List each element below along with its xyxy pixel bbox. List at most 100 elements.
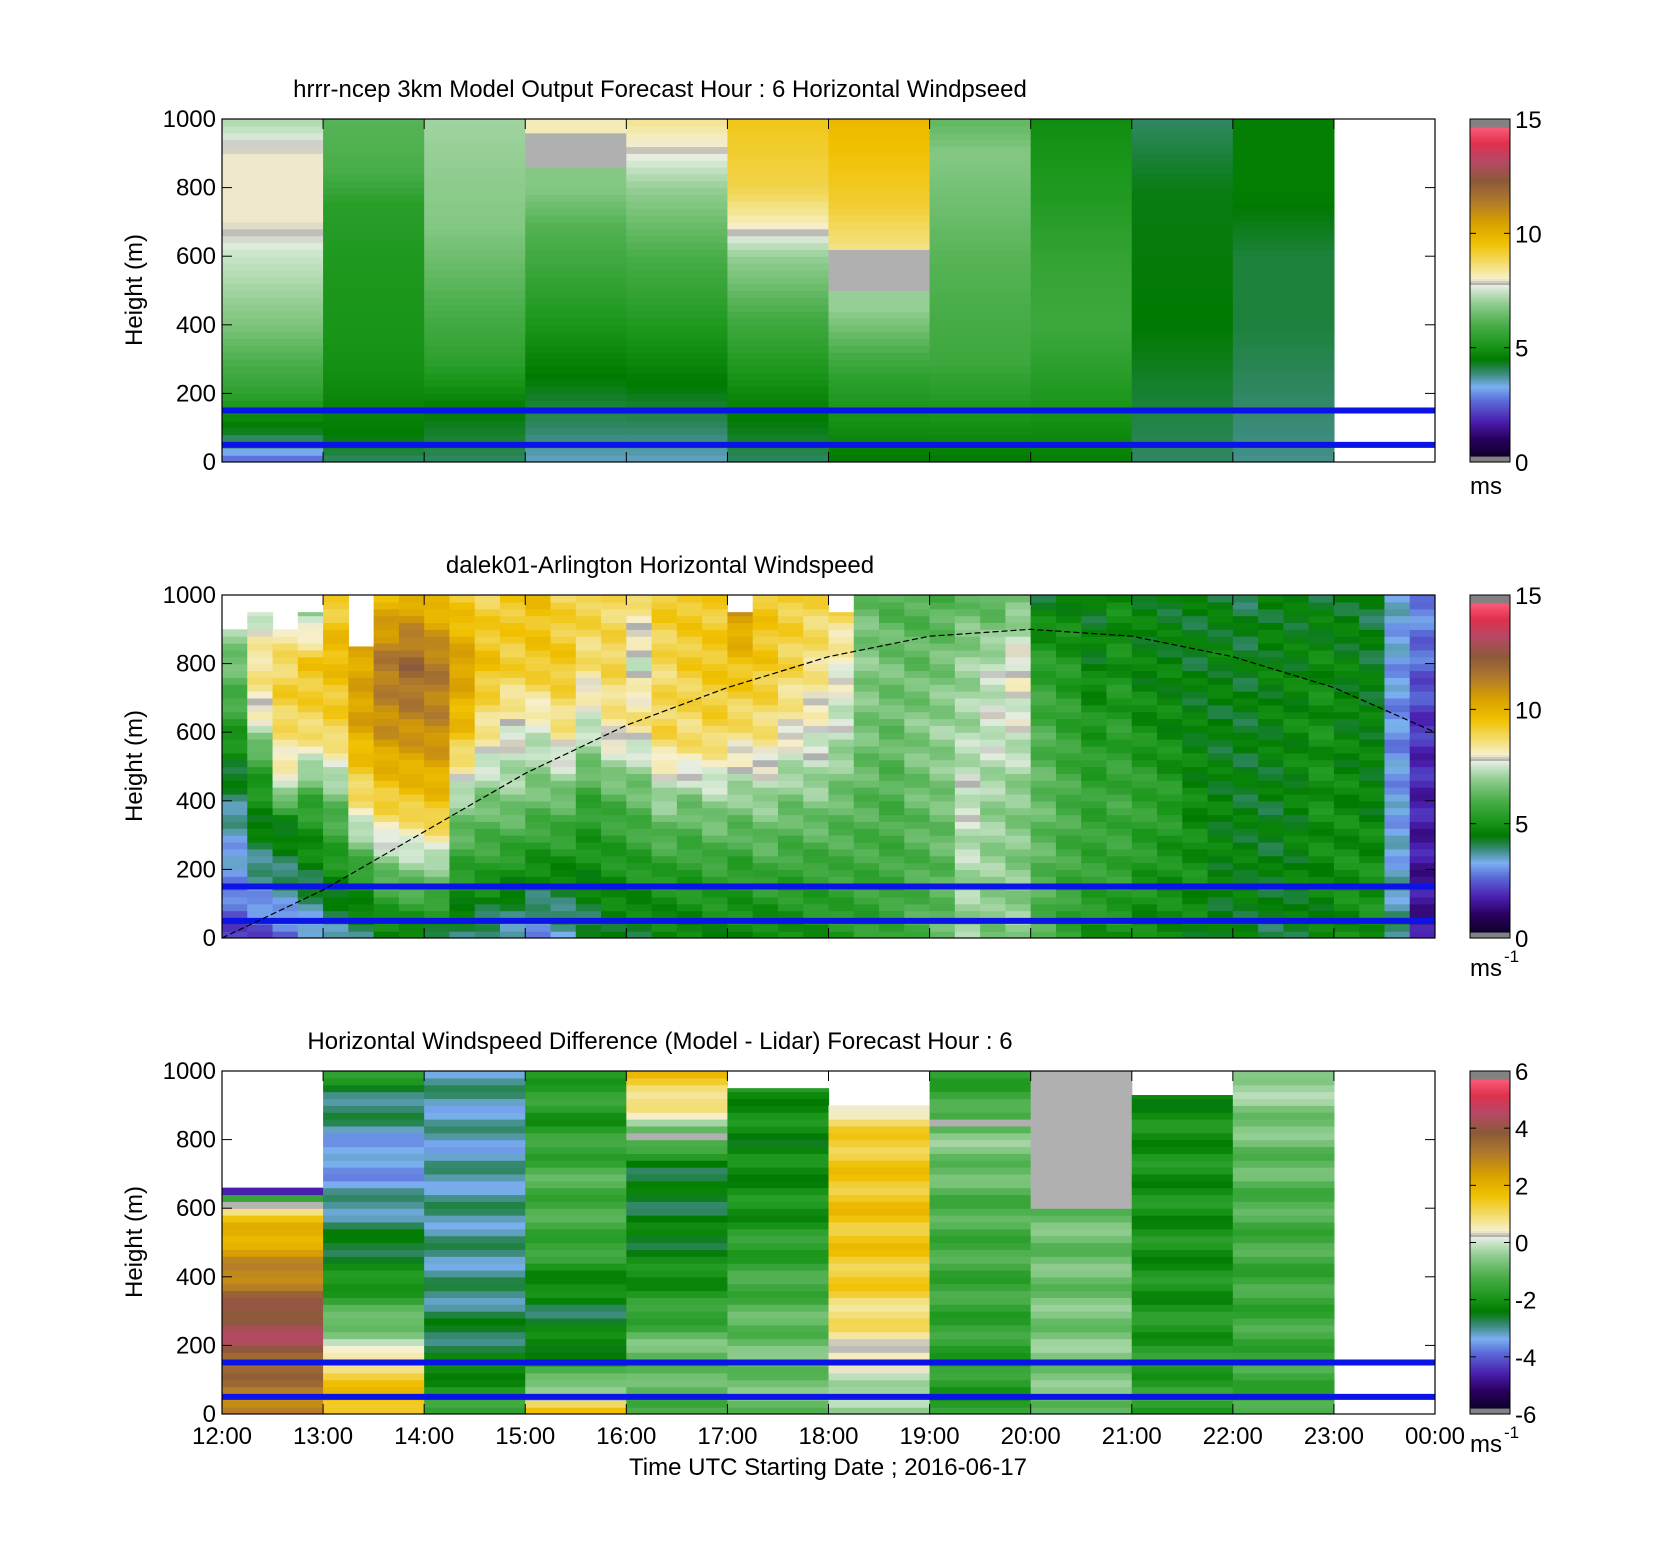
heatmap-cell — [676, 896, 703, 905]
heatmap-cell — [929, 263, 1032, 271]
heatmap-cell — [980, 725, 1006, 733]
colorbar-segment — [1470, 1317, 1510, 1320]
colorbar-segment — [1470, 417, 1510, 421]
heatmap-cell — [1081, 745, 1108, 754]
heatmap-cell — [1232, 379, 1335, 388]
heatmap-cell — [1106, 601, 1133, 610]
heatmap-cell — [879, 739, 905, 747]
colorbar-tick-label: 10 — [1515, 221, 1542, 248]
heatmap-cell — [1409, 766, 1435, 774]
heatmap-cell — [929, 656, 956, 665]
heatmap-cell — [373, 896, 400, 905]
heatmap-cell — [929, 1208, 1032, 1216]
heatmap-cell — [980, 615, 1006, 624]
heatmap-cell — [828, 732, 855, 740]
heatmap-cell — [550, 601, 577, 610]
heatmap-cell — [297, 663, 324, 672]
heatmap-cell — [904, 828, 931, 836]
heatmap-cell — [1384, 807, 1411, 816]
heatmap-cell — [879, 821, 905, 829]
heatmap-cell — [828, 766, 855, 774]
heatmap-cell — [373, 684, 400, 692]
heatmap-cell — [676, 924, 703, 932]
heatmap-cell — [1232, 249, 1335, 257]
heatmap-cell — [727, 732, 754, 740]
heatmap-cell — [1030, 622, 1057, 630]
heatmap-cell — [752, 773, 779, 781]
heatmap-cell — [449, 869, 476, 877]
heatmap-cell — [373, 629, 400, 637]
heatmap-cell — [1182, 622, 1209, 630]
heatmap-cell — [929, 1119, 1032, 1127]
colorbar-segment — [1470, 401, 1510, 405]
colorbar-segment — [1470, 818, 1510, 822]
heatmap-cell — [222, 249, 324, 257]
heatmap-cell — [1409, 807, 1435, 816]
heatmap-cell — [1005, 759, 1032, 768]
heatmap-cell — [575, 732, 602, 740]
heatmap-cell — [626, 1338, 729, 1346]
heatmap-cell — [348, 821, 375, 829]
heatmap-cell — [1384, 869, 1411, 877]
heatmap-cell — [879, 670, 905, 678]
heatmap-cell — [626, 649, 653, 658]
heatmap-cell — [1308, 684, 1335, 692]
heatmap-cell — [222, 752, 248, 761]
heatmap-cell — [853, 800, 880, 809]
heatmap-cell — [247, 759, 274, 768]
heatmap-cell — [1030, 1160, 1133, 1168]
heatmap-cell — [1157, 910, 1183, 919]
heatmap-cell — [1232, 828, 1259, 836]
heatmap-cell — [525, 215, 627, 223]
heatmap-cell — [424, 889, 451, 898]
heatmap-cell — [626, 903, 653, 912]
colorbar-frame — [1469, 118, 1511, 463]
heatmap-cell — [676, 622, 703, 630]
heatmap-cell — [525, 643, 552, 651]
heatmap-cell — [828, 1201, 931, 1209]
heatmap-cell — [499, 718, 526, 726]
heatmap-cell — [1207, 793, 1234, 802]
heatmap-cell — [424, 297, 526, 305]
heatmap-cell — [1207, 835, 1234, 843]
heatmap-cell — [1258, 649, 1284, 658]
heatmap-cell — [499, 793, 526, 802]
heatmap-cell — [550, 931, 577, 938]
heatmap-cell — [980, 889, 1006, 898]
heatmap-cell — [1030, 752, 1057, 761]
heatmap-cell — [247, 800, 274, 809]
heatmap-cell — [828, 677, 855, 685]
colorbar-segment — [1470, 183, 1510, 187]
heatmap-cell — [702, 835, 729, 843]
colorbar-segment — [1470, 772, 1510, 776]
heatmap-cell — [929, 269, 1032, 278]
heatmap-cell — [1081, 608, 1108, 617]
heatmap-cell — [752, 876, 779, 884]
heatmap-cell — [323, 132, 425, 141]
heatmap-cell — [272, 759, 299, 768]
heatmap-cell — [980, 841, 1006, 850]
heatmap-cell — [929, 601, 956, 610]
y-tick-label: 0 — [203, 1401, 216, 1428]
colorbar-segment — [1470, 909, 1510, 913]
heatmap-cell — [727, 455, 830, 462]
heatmap-cell — [1030, 1317, 1133, 1326]
heatmap-cell — [727, 924, 754, 932]
colorbar-segment — [1470, 1389, 1510, 1393]
heatmap-cell — [272, 931, 299, 938]
heatmap-cell — [626, 848, 653, 857]
heatmap-cell — [247, 612, 274, 617]
heatmap-cell — [1384, 691, 1411, 699]
heatmap-cell — [828, 153, 931, 161]
heatmap-cell — [1333, 814, 1360, 822]
heatmap-cell — [626, 317, 729, 326]
heatmap-cell — [651, 608, 678, 617]
colorbar-segment — [1470, 839, 1510, 842]
heatmap-column — [525, 119, 627, 462]
heatmap-cell — [222, 876, 248, 884]
colorbar-segment — [1470, 1403, 1510, 1407]
heatmap-cell — [879, 759, 905, 768]
heatmap-cell — [1030, 1153, 1133, 1161]
colorbar-segment — [1470, 929, 1510, 933]
heatmap-cell — [980, 670, 1006, 678]
